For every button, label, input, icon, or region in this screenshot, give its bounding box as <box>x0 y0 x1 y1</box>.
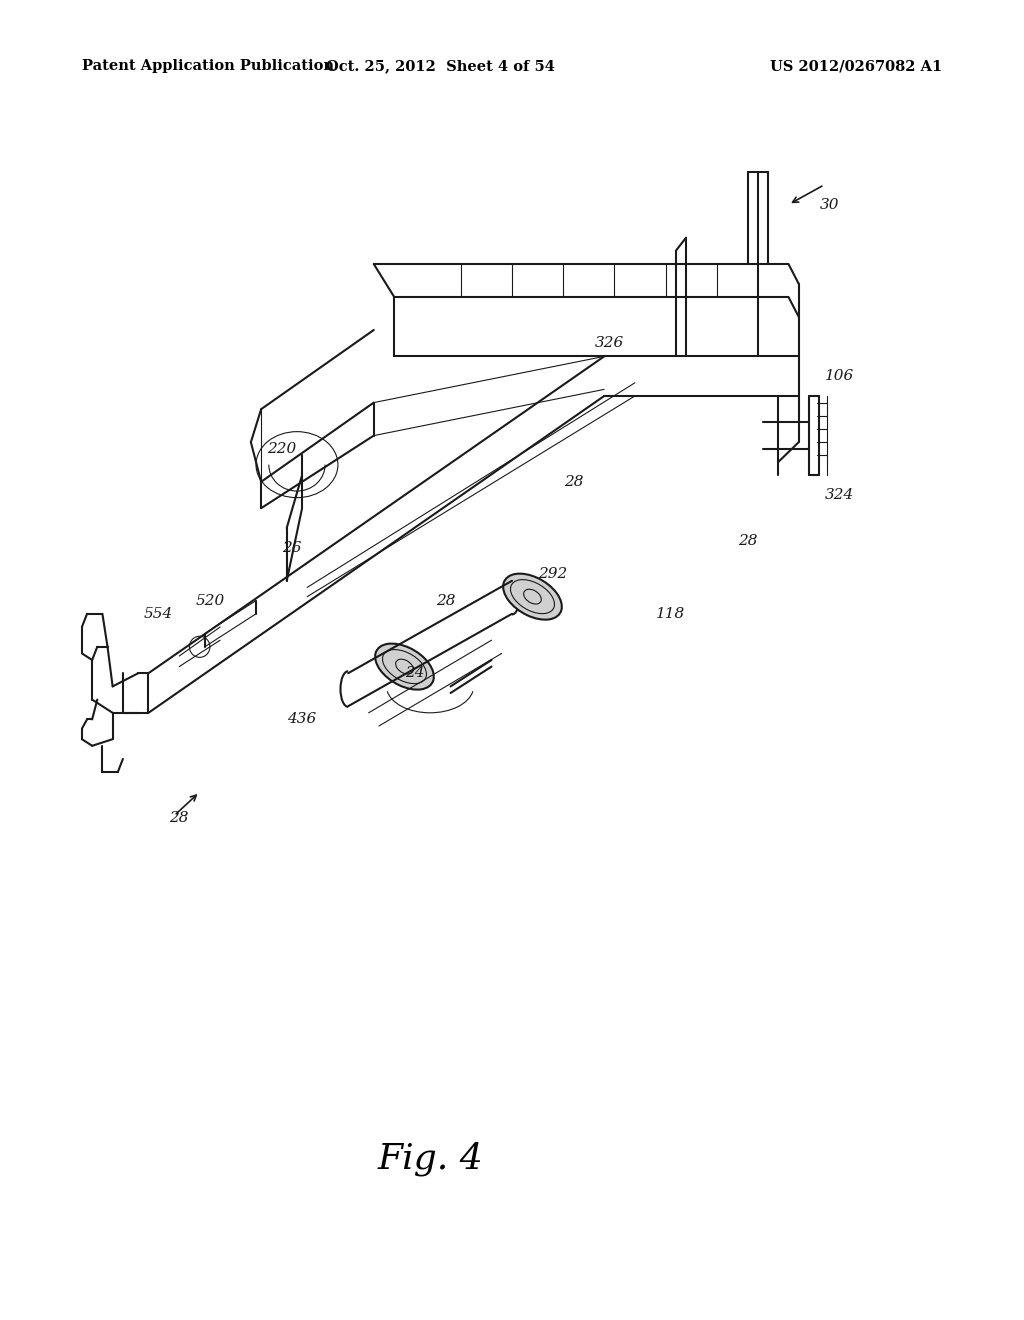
Text: 24: 24 <box>404 667 425 680</box>
Text: 118: 118 <box>656 607 685 620</box>
Text: 28: 28 <box>737 535 758 548</box>
Text: 324: 324 <box>825 488 854 502</box>
Text: Oct. 25, 2012  Sheet 4 of 54: Oct. 25, 2012 Sheet 4 of 54 <box>326 59 555 74</box>
Text: Fig. 4: Fig. 4 <box>377 1142 483 1176</box>
Text: 106: 106 <box>825 370 854 383</box>
Text: 28: 28 <box>563 475 584 488</box>
Text: 554: 554 <box>144 607 173 620</box>
Text: Patent Application Publication: Patent Application Publication <box>82 59 334 74</box>
Text: 28: 28 <box>169 812 189 825</box>
Ellipse shape <box>503 574 562 619</box>
Text: 292: 292 <box>539 568 567 581</box>
Ellipse shape <box>375 644 434 689</box>
Text: 26: 26 <box>282 541 302 554</box>
Text: 220: 220 <box>267 442 296 455</box>
Text: 326: 326 <box>595 337 624 350</box>
Text: US 2012/0267082 A1: US 2012/0267082 A1 <box>770 59 942 74</box>
Text: 520: 520 <box>196 594 224 607</box>
Text: 30: 30 <box>819 198 840 211</box>
Text: 28: 28 <box>435 594 456 607</box>
Text: 436: 436 <box>288 713 316 726</box>
